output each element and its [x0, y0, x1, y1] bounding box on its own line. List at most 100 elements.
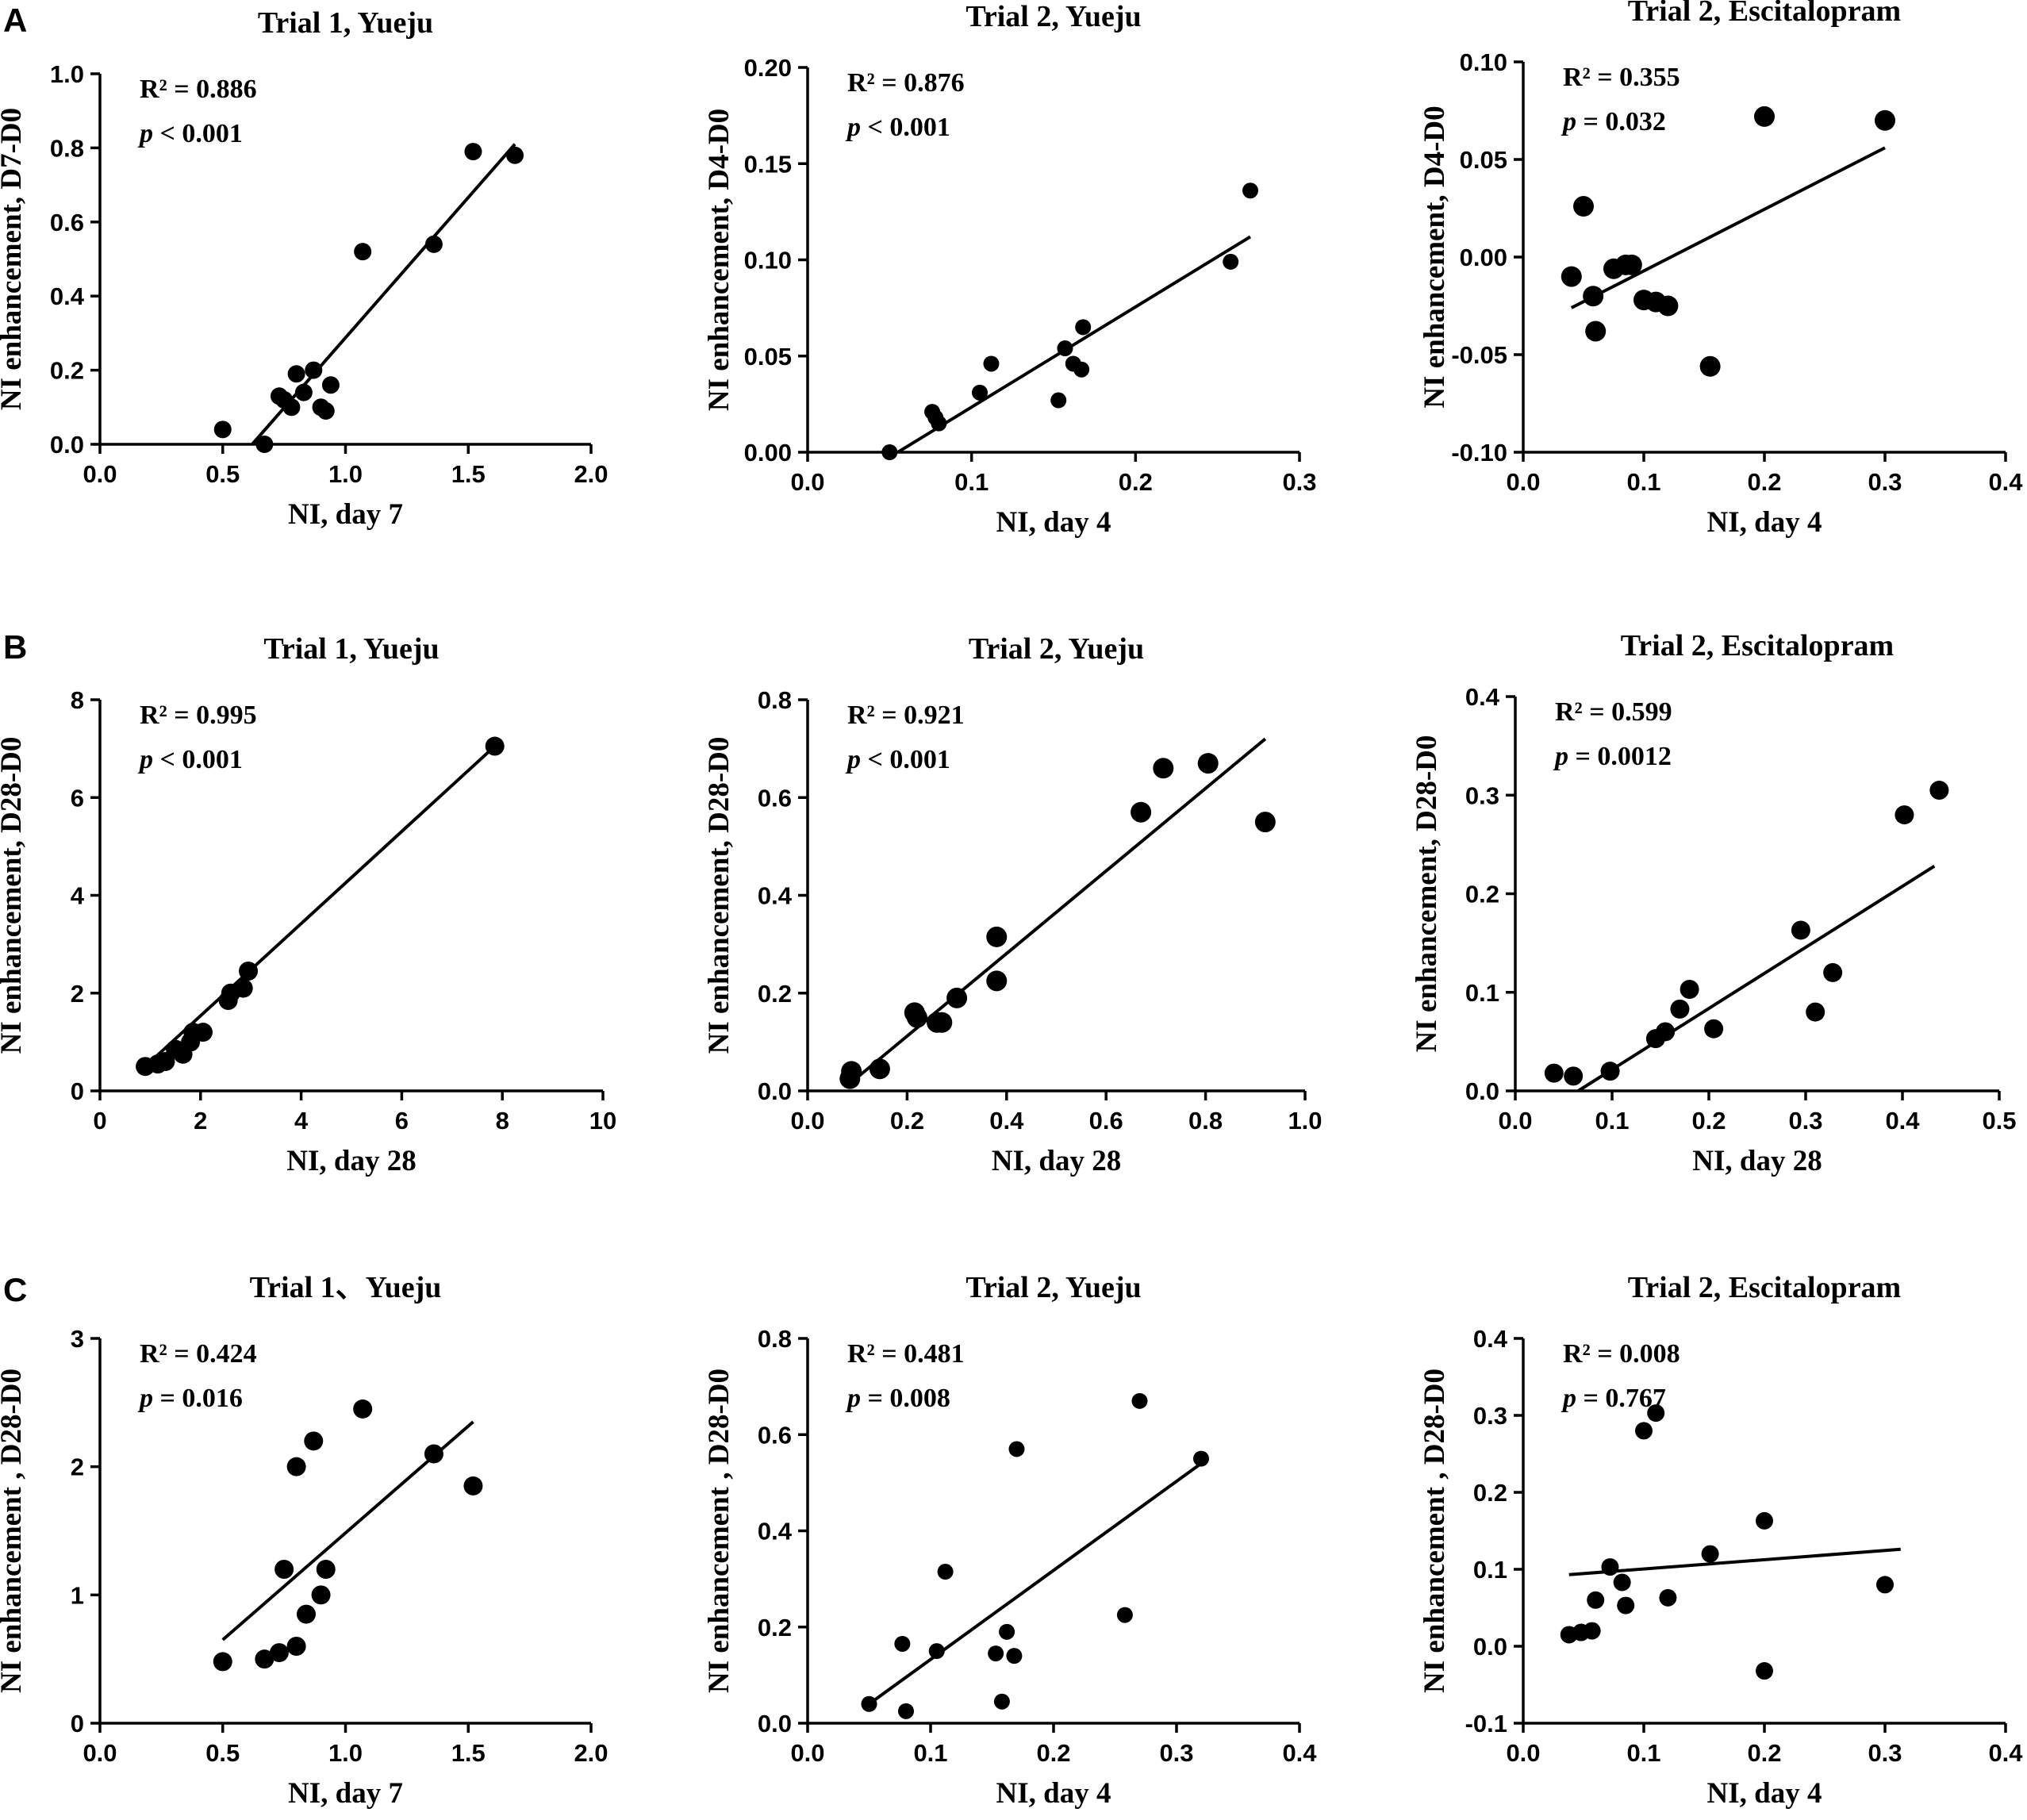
data-point [485, 736, 505, 756]
p-symbol: p [1553, 742, 1568, 771]
r-squared-label: R² = 0.599 [1555, 697, 1672, 727]
p-symbol: p [845, 1384, 861, 1413]
x-tick-label: 4 [294, 1107, 309, 1135]
scatter-panel-8: 0.0 0.1 0.2 0.3 0.4 0.0 0.2 0.4 0.6 0.8 Trial 2, Y… [703, 1271, 1317, 1810]
data-point [972, 384, 988, 401]
data-point [1699, 355, 1721, 377]
y-tick-label: 0.3 [1465, 781, 1499, 809]
data-point [841, 1061, 862, 1082]
data-point [1587, 1591, 1605, 1609]
chart-title: Trial 1, Yueju [263, 632, 439, 666]
x-axis-label: NI, day 7 [288, 498, 403, 531]
data-point [1254, 812, 1276, 833]
data-point [193, 1023, 213, 1042]
data-point [274, 1560, 294, 1579]
x-tick-label: 2.0 [574, 460, 608, 488]
data-point [213, 420, 232, 439]
data-point [1544, 1063, 1564, 1083]
x-tick-label: 0.0 [1498, 1107, 1532, 1135]
x-tick-label: 0.5 [1982, 1107, 2016, 1135]
y-tick-label: 0 [71, 1710, 84, 1737]
data-point [1585, 321, 1607, 342]
regression-line [849, 737, 1267, 1085]
data-point [255, 436, 274, 453]
data-point [993, 1693, 1010, 1710]
p-value-text: < 0.001 [153, 119, 243, 148]
data-point [1561, 266, 1582, 287]
x-tick-label: 0.2 [1747, 1739, 1781, 1767]
data-point [1050, 392, 1067, 409]
x-tick-label: 0.3 [1868, 468, 1902, 496]
data-point [983, 355, 1000, 372]
data-point [1613, 1573, 1631, 1592]
y-tick-label: 0.0 [758, 1077, 792, 1105]
x-tick-label: 0.0 [1506, 1739, 1540, 1767]
y-tick-label: 1.0 [50, 60, 84, 88]
scatter-panel-6: 0.0 0.1 0.2 0.3 0.4 0.5 0.0 0.1 0.2 0.3 0.4 Trial 2… [1411, 629, 2017, 1177]
data-point [286, 1637, 306, 1656]
y-tick-label: 0.4 [758, 1518, 793, 1545]
data-point [1704, 1019, 1724, 1039]
x-tick-label: 0.2 [1691, 1107, 1726, 1135]
x-axis-label: NI, day 4 [1707, 506, 1822, 539]
p-value-label: p = 0.0012 [1553, 742, 1672, 771]
x-tick-label: 0.1 [1626, 468, 1660, 496]
p-symbol: p [845, 745, 861, 774]
x-tick-label: 0.3 [1788, 1107, 1822, 1135]
data-point [1657, 295, 1679, 317]
chart-title: Trial 1、Yueju [250, 1271, 442, 1304]
data-point [937, 1564, 954, 1580]
r-squared-label: R² = 0.995 [140, 701, 257, 730]
p-value-label: p = 0.016 [137, 1384, 243, 1413]
x-tick-label: 0.4 [1885, 1107, 1920, 1135]
x-tick-label: 0.1 [1595, 1107, 1629, 1135]
p-value-label: p < 0.001 [137, 745, 243, 774]
x-axis-label: NI, day 28 [992, 1145, 1121, 1177]
p-value-text: < 0.001 [153, 745, 243, 774]
x-tick-label: 0.3 [1868, 1739, 1902, 1767]
y-tick-label: 0.2 [758, 1614, 792, 1641]
panel-letter-b: B [3, 628, 27, 666]
r-squared-label: R² = 0.876 [847, 68, 965, 98]
data-point [1806, 1002, 1825, 1022]
scatter-panel-3: 0.0 0.1 0.2 0.3 0.4 -0.10 -0.05 0.00 0.05 0.10 Tri… [1419, 0, 2023, 539]
y-tick-label: 1 [71, 1581, 84, 1609]
x-axis-label: NI, day 4 [996, 1777, 1111, 1810]
chart-title: Trial 2, Yueju [969, 632, 1144, 666]
data-point [213, 1652, 232, 1672]
x-tick-label: 0.1 [1626, 1739, 1660, 1767]
r-squared-label: R² = 0.481 [847, 1339, 965, 1369]
p-symbol: p [1561, 107, 1576, 136]
data-point [311, 1585, 331, 1605]
chart-title: Trial 1, Yueju [258, 6, 433, 40]
data-point [946, 987, 968, 1008]
data-point [321, 376, 340, 394]
x-tick-label: 0.4 [989, 1107, 1024, 1135]
data-point [1659, 1588, 1677, 1607]
p-value-label: p < 0.001 [845, 113, 950, 142]
scatter-panel-2: 0.0 0.1 0.2 0.3 0.00 0.05 0.10 0.15 0.20 Trial 2,… [703, 0, 1317, 539]
x-tick-label: 0.3 [1159, 1739, 1193, 1767]
data-point [1875, 109, 1895, 131]
y-tick-label: 0.20 [744, 54, 792, 82]
data-point [1791, 920, 1810, 940]
y-tick-label: 0.2 [1473, 1479, 1507, 1507]
data-point [1929, 781, 1949, 801]
data-point [1754, 106, 1775, 127]
data-point [424, 235, 443, 253]
data-point [269, 1643, 289, 1663]
p-value-text: = 0.0012 [1568, 742, 1672, 771]
p-value-text: < 0.001 [861, 745, 950, 774]
data-point [1680, 980, 1699, 1000]
chart-title: Trial 2, Escitalopram [1628, 0, 1901, 28]
x-tick-label: 0.1 [913, 1739, 947, 1767]
x-tick-label: 8 [496, 1107, 509, 1135]
y-tick-label: 0.4 [1473, 1325, 1508, 1353]
y-tick-label: 0.05 [744, 343, 792, 371]
x-tick-label: 0.4 [1988, 1739, 2023, 1767]
y-axis-label: NI enhancement, D4-D0 [703, 109, 735, 411]
x-tick-label: 1.5 [451, 460, 486, 488]
data-point [1193, 1450, 1209, 1467]
